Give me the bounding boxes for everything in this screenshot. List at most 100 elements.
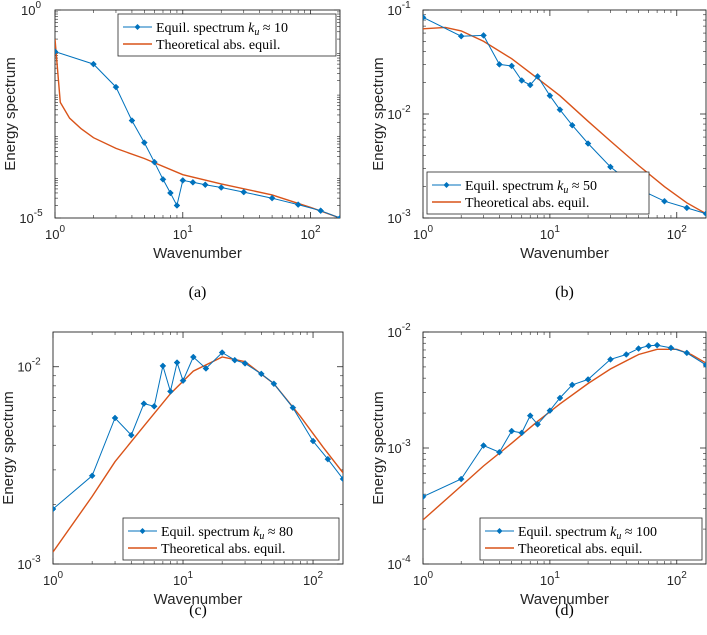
data-point xyxy=(683,349,691,357)
data-point xyxy=(702,361,706,369)
x-tick-exponent: 2 xyxy=(681,570,687,581)
data-point xyxy=(202,365,210,372)
data-point xyxy=(607,356,614,363)
data-point xyxy=(140,139,148,146)
series-line-theoretical xyxy=(423,26,706,215)
legend-math: k xyxy=(253,525,260,540)
data-point xyxy=(159,175,167,183)
data-point xyxy=(653,341,661,349)
data-point xyxy=(635,345,642,352)
data-point xyxy=(317,207,325,215)
data-point xyxy=(518,429,526,437)
y-tick-exponent: -2 xyxy=(32,357,41,368)
x-tick-label: 100 xyxy=(413,224,433,242)
y-axis-label: Energy spectrum xyxy=(370,57,387,170)
data-point xyxy=(309,437,317,445)
x-tick-label: 102 xyxy=(667,224,687,242)
data-point xyxy=(526,81,534,89)
y-tick-exponent: -2 xyxy=(402,322,411,333)
y-axis-label: Energy spectrum xyxy=(370,391,387,504)
data-point xyxy=(270,380,278,388)
data-point xyxy=(112,83,120,91)
data-point xyxy=(179,377,187,385)
series-group xyxy=(53,349,343,553)
y-tick-label: 10-2 xyxy=(17,357,41,375)
x-tick-exponent: 1 xyxy=(187,224,193,235)
y-tick-exponent: 0 xyxy=(35,0,41,11)
legend-swatch-marker xyxy=(496,528,503,534)
data-point xyxy=(667,344,675,352)
data-point xyxy=(480,32,487,39)
legend-entry-label: Equil. spectrum ku ≈ 80 xyxy=(161,525,293,542)
data-point xyxy=(55,48,59,55)
axes-box xyxy=(422,331,707,565)
legend-math: k xyxy=(248,21,255,36)
data-point xyxy=(173,359,181,366)
data-point xyxy=(173,202,181,209)
data-point xyxy=(584,376,592,383)
legend-math-tail: ≈ 100 xyxy=(621,525,657,540)
y-tick-exponent: -3 xyxy=(402,438,411,449)
x-tick-label: 100 xyxy=(413,570,433,588)
data-point xyxy=(568,381,576,389)
x-tick-label: 102 xyxy=(301,224,321,242)
data-point xyxy=(289,404,297,412)
x-tick-exponent: 0 xyxy=(59,224,65,235)
data-point xyxy=(53,505,57,513)
panel-caption: (a) xyxy=(189,284,207,301)
minor-ticks xyxy=(53,332,343,564)
data-point xyxy=(88,472,96,480)
data-point xyxy=(526,412,534,420)
x-axis-label: Wavenumber xyxy=(520,591,609,608)
x-tick-label: 101 xyxy=(173,570,193,588)
panel-caption: (d) xyxy=(555,602,574,619)
data-point xyxy=(150,402,158,410)
x-tick-exponent: 0 xyxy=(57,570,63,581)
data-point xyxy=(518,77,526,84)
x-tick-label: 101 xyxy=(540,570,560,588)
axes-box xyxy=(52,331,344,565)
y-tick-exponent: -3 xyxy=(32,554,41,565)
x-axis-label: Wavenumber xyxy=(154,591,243,608)
data-point xyxy=(324,455,332,463)
data-point xyxy=(90,60,97,68)
legend-box xyxy=(122,517,340,561)
x-tick-exponent: 2 xyxy=(315,224,321,235)
data-point xyxy=(167,388,174,395)
x-axis-label: Wavenumber xyxy=(153,245,242,262)
y-tick-label: 10-3 xyxy=(17,554,41,572)
legend-entry-label: Theoretical abs. equil. xyxy=(161,542,285,557)
x-tick-label: 101 xyxy=(540,224,560,242)
data-point xyxy=(128,117,136,124)
y-tick-exponent: -2 xyxy=(402,104,411,115)
axes-box xyxy=(54,9,341,219)
data-point xyxy=(201,181,209,189)
data-point xyxy=(496,448,503,456)
panel-caption: (c) xyxy=(189,602,207,619)
data-point xyxy=(546,92,554,100)
data-point xyxy=(218,349,226,356)
x-tick-exponent: 1 xyxy=(554,570,560,581)
y-axis-label: Energy spectrum xyxy=(2,57,19,170)
legend-entry-label: Equil. spectrum ku ≈ 100 xyxy=(518,525,657,542)
x-tick-label: 102 xyxy=(667,570,687,588)
data-point xyxy=(607,163,614,171)
y-tick-label: 10-2 xyxy=(387,104,411,122)
data-point xyxy=(336,214,340,218)
y-tick-label: 10-1 xyxy=(387,0,411,18)
legend-entry-label: Equil. spectrum ku ≈ 50 xyxy=(465,179,597,196)
legend-math-sub: u xyxy=(616,531,621,542)
legend-math-sub: u xyxy=(254,27,259,38)
x-tick-exponent: 2 xyxy=(317,570,323,581)
x-tick-label: 100 xyxy=(45,224,65,242)
data-point xyxy=(508,427,516,435)
legend-swatch-marker xyxy=(443,182,450,188)
